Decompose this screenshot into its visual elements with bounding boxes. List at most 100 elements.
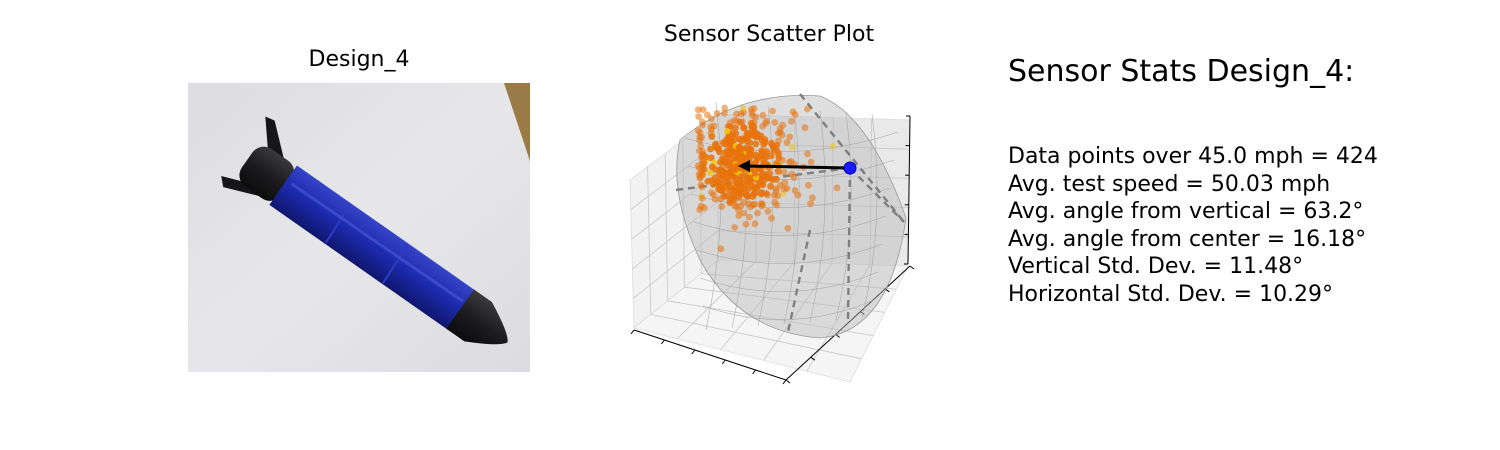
scatter-point [789, 144, 796, 151]
y-axis-tick [810, 356, 816, 361]
scatter-point [784, 224, 792, 232]
scatter-point [764, 191, 771, 199]
scatter-point [715, 171, 723, 178]
stat-angle-vertical: Avg. angle from vertical = 63.2° [1008, 199, 1364, 224]
scatter-point [735, 212, 743, 220]
stat-avg-speed: Avg. test speed = 50.03 mph [1008, 171, 1331, 197]
scatter-point [706, 169, 714, 176]
scatter-point [718, 203, 726, 210]
y-axis-line [785, 265, 911, 381]
scatter-point [697, 142, 704, 150]
scatter-point [743, 175, 751, 183]
guide-line [846, 167, 852, 323]
scatter-point [765, 170, 773, 177]
scatter-point [767, 152, 775, 160]
scatter-point [717, 195, 725, 203]
scatter-point [746, 139, 754, 146]
scatter-point [744, 193, 751, 200]
photo-title: Design_4 [308, 47, 410, 72]
scatter-point [707, 154, 715, 162]
scatter-point [704, 178, 712, 185]
scatter-point [773, 201, 781, 209]
scatter-point [699, 121, 707, 129]
x-axis-tick [782, 379, 787, 385]
scatter-point [707, 129, 715, 137]
scatter-point [695, 147, 703, 155]
scatter-point [770, 143, 777, 150]
scatter-point [763, 117, 770, 125]
scatter-point [829, 142, 837, 150]
grid-line [632, 230, 719, 299]
scatter-point [726, 197, 734, 205]
scatter-point [726, 161, 733, 169]
hemisphere-meridian [702, 299, 875, 320]
scatter-point [783, 185, 791, 192]
y-axis-tick [860, 311, 865, 316]
stat-vertical-std: Vertical Std. Dev. = 11.48° [1008, 254, 1304, 279]
hemisphere-meridian [699, 271, 879, 292]
x-axis-tick [752, 369, 757, 375]
scatter-point [754, 209, 761, 217]
scatter-point [760, 141, 768, 148]
scatter-point [696, 133, 704, 141]
stats-list: Data points over 45.0 mph = 424 Avg. tes… [1008, 143, 1378, 308]
guide-line [786, 229, 812, 333]
design-photo [188, 83, 530, 372]
scatter-point [762, 154, 770, 161]
grid-line [647, 166, 652, 315]
scatter-point [740, 124, 748, 131]
x-axis-tick [691, 349, 696, 355]
z-axis-line [907, 115, 911, 265]
scatter-point [756, 179, 764, 187]
scatter-point [751, 169, 759, 177]
scatter-point [804, 150, 811, 158]
scatter-point [767, 182, 774, 190]
scatter-point [771, 119, 779, 126]
hemisphere-meridian [693, 215, 887, 236]
scatter-point [807, 200, 814, 208]
hemisphere-parallel [861, 113, 878, 319]
x-axis-line [633, 329, 787, 381]
sensor-scatter-plot [629, 93, 915, 385]
scatter-point [833, 184, 841, 192]
scatter-point [694, 127, 702, 134]
scatter-point [747, 151, 755, 159]
scatter-point [737, 173, 745, 181]
scatter-point [759, 148, 767, 156]
scatter-point [733, 117, 741, 125]
scatter-point [708, 163, 716, 171]
scatter-point [734, 151, 742, 159]
scatter-point [788, 170, 796, 178]
scatter-point [760, 170, 768, 178]
scatter-point [700, 165, 708, 173]
scatter-point [708, 189, 715, 196]
scatter-point [727, 167, 734, 175]
scatter-point [764, 208, 772, 215]
grid-line [831, 117, 834, 264]
hemisphere-parallel [809, 109, 826, 323]
scatter-point [731, 135, 739, 143]
scatter-point [757, 190, 765, 198]
scatter-point [774, 167, 782, 175]
scatter-point [717, 245, 725, 253]
scatter-point [783, 139, 791, 146]
scatter-point [731, 184, 739, 192]
scatter-point [704, 111, 711, 119]
scatter-point [721, 109, 728, 117]
hemisphere-meridian [684, 131, 899, 152]
scatter-point [801, 124, 809, 132]
stat-angle-center: Avg. angle from center = 16.18° [1008, 226, 1367, 252]
scatter-point [749, 201, 757, 209]
scatter-point [768, 214, 775, 222]
scatter-point [733, 110, 740, 118]
scatter-point [738, 137, 745, 145]
scatter-point [709, 181, 717, 188]
scatter-point [774, 129, 782, 137]
scatter-point [702, 153, 710, 161]
scatter-point [751, 220, 759, 228]
scatter-point [786, 133, 794, 141]
scatter-point [757, 200, 765, 208]
scatter-point [746, 213, 753, 221]
scatter-point [707, 145, 714, 153]
stat-horizontal-std: Horizontal Std. Dev. = 10.29° [1008, 281, 1334, 307]
